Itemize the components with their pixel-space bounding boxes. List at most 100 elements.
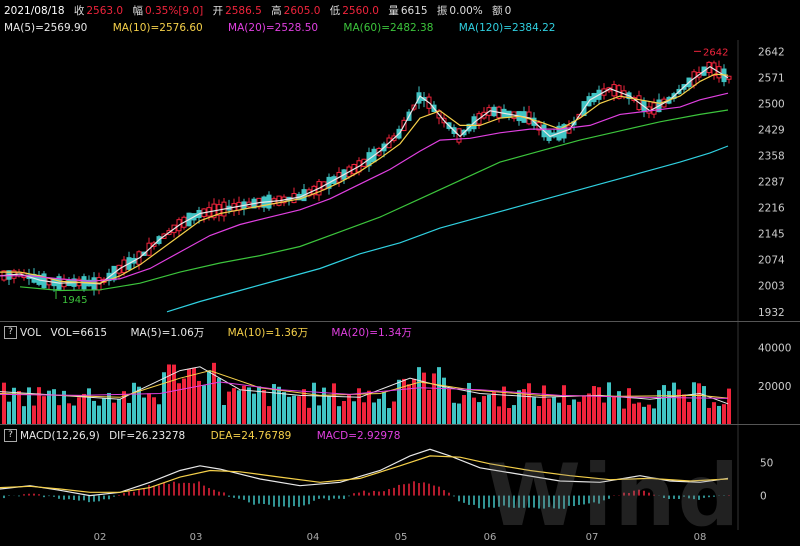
volume-bar [167,364,171,424]
volume-bar [482,396,486,424]
volume-bar [262,389,266,424]
volume-bar [447,388,451,424]
oi-value: 0 [504,5,512,17]
ma20-legend[interactable]: MA(20)=2528.50 [228,22,319,34]
volume-bar [122,391,126,424]
volume-bar [37,387,41,424]
volume-bar [602,402,606,424]
ma-line-ma60 [19,109,729,292]
volume-bar [257,386,261,424]
volume-bar [372,402,376,424]
ma10-legend[interactable]: MA(10)=2576.60 [112,22,203,34]
volume-bar [47,390,51,424]
volume-bar [182,378,186,424]
volume-bar [612,396,616,424]
volume-bar [502,386,506,424]
volume-bar [7,401,11,424]
volume-bar [17,391,21,424]
volume-tick-label: 40000 [758,343,791,355]
volume-bar [397,379,401,424]
volume-bar [562,385,566,424]
volume-bar [267,406,271,424]
ma-line-ma5 [0,65,729,285]
volume-bar [717,405,721,424]
volume-bar [392,401,396,424]
wind-watermark: Wind [486,446,742,546]
volume-bar [147,393,151,424]
price-tick-label: 2216 [758,203,785,215]
low-label: 低 [329,5,341,17]
volume-bar [517,390,521,424]
volume-bar [532,397,536,424]
volume-bar [542,385,546,424]
month-tick-label: 02 [94,532,107,543]
volume-bar [527,383,531,424]
open-value: 2586.5 [225,5,262,17]
volume-bar [22,406,26,424]
volume-bar [297,396,301,424]
low-value: 2560.0 [342,5,379,17]
volume-bar [652,408,656,424]
volume-bar [172,364,176,424]
volume-bar [642,406,646,424]
volume-bar [472,397,476,424]
volume-bar [197,380,201,424]
macd-legend: MACD(12,26,9) DIF=26.23278 DEA=24.76789 … [20,429,406,443]
volume-bar [697,383,701,424]
volume-bar [252,393,256,424]
amplitude-label: 振 [436,5,448,17]
amplitude-value: 0.00% [449,5,483,17]
volume-bar [327,396,331,424]
macd-help-icon[interactable]: ? [4,429,17,442]
ma60-legend[interactable]: MA(60)=2482.38 [343,22,434,34]
volume-bar [342,401,346,424]
volume-bar [422,372,426,424]
volume-bar [237,390,241,424]
volume-bar [512,405,516,424]
volume-bar [57,405,61,424]
macd-tick-label: 0 [760,491,767,503]
volume-bar [217,378,221,424]
quote-date: 2021/08/18 [4,5,65,17]
vol-legend: VOL VOL=6615 MA(5)=1.06万 MA(10)=1.36万 MA… [20,326,418,340]
month-tick-label: 04 [307,532,320,543]
open-label: 开 [212,5,224,17]
volume-bar [107,392,111,424]
volume-bar [572,399,576,424]
price-tick-label: 2287 [758,177,785,189]
volume-bar [292,395,296,424]
volume-bar [577,401,581,424]
volume-bar [487,394,491,424]
volume-bar [62,390,66,424]
volume-bar [362,402,366,424]
ma120-legend[interactable]: MA(120)=2384.22 [458,22,556,34]
ma5-legend[interactable]: MA(5)=2569.90 [4,22,88,34]
volume-bar [277,386,281,424]
volume-bar [707,407,711,424]
volume-bar [192,367,196,424]
volume-bar [432,373,436,424]
month-tick-label: 08 [694,532,707,543]
volume-bar [507,407,511,424]
volume-bar [312,382,316,424]
volume-bar [702,386,706,424]
volume-bar [682,394,686,424]
price-tick-label: 2500 [758,98,785,110]
volume-bar [202,385,206,424]
change-value: 0.35%[9.0] [144,5,204,17]
volume-bar [667,390,671,424]
vol-help-icon[interactable]: ? [4,326,17,339]
volume-bar [567,405,571,424]
volume-bar [232,388,236,424]
volume-bar [127,402,131,424]
volume-bar [477,402,481,424]
price-tick-label: 1932 [758,307,785,319]
volume-bar [187,368,191,424]
volume-bar [102,398,106,424]
volume-bar [687,402,691,424]
volume-bar [347,394,351,424]
vol-ma20: MA(20)=1.34万 [331,327,412,339]
volume-bar [537,406,541,424]
price-tick-label: 2145 [758,229,785,241]
